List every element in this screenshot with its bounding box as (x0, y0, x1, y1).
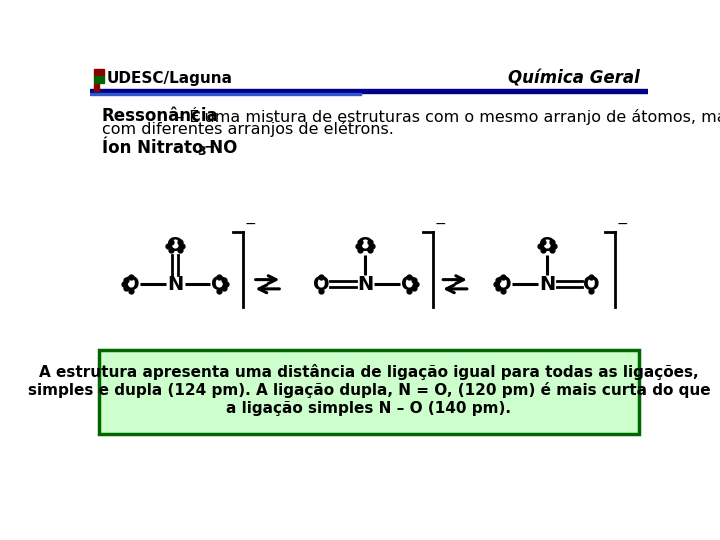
Text: N: N (167, 275, 184, 294)
Text: O: O (495, 275, 511, 294)
Text: – É uma mistura de estruturas com o mesmo arranjo de átomos, mas: – É uma mistura de estruturas com o mesm… (171, 107, 720, 125)
Text: O: O (357, 237, 374, 255)
Bar (90, 92, 361, 95)
Text: O: O (312, 275, 329, 294)
Text: a ligação simples N – O (140 pm).: a ligação simples N – O (140 pm). (227, 401, 511, 415)
Text: −: − (617, 217, 629, 231)
Text: −: − (245, 217, 256, 231)
Bar (94, 69, 104, 76)
Text: simples e dupla (124 pm). A ligação dupla, N = O, (120 pm) é mais curta do que: simples e dupla (124 pm). A ligação dupl… (27, 382, 711, 398)
Text: −: − (435, 217, 446, 231)
Text: UDESC/Laguna: UDESC/Laguna (107, 71, 233, 86)
Text: O: O (539, 237, 556, 255)
Text: O: O (167, 237, 184, 255)
Text: −: − (204, 139, 215, 153)
Text: O: O (123, 275, 140, 294)
Text: com diferentes arranjos de elétrons.: com diferentes arranjos de elétrons. (102, 121, 394, 137)
Text: O: O (401, 275, 418, 294)
FancyBboxPatch shape (99, 350, 639, 434)
Text: Ressonância: Ressonância (102, 107, 218, 125)
Text: N: N (539, 275, 555, 294)
Text: O: O (583, 275, 600, 294)
Bar (90, 90, 648, 92)
Bar (94, 84, 99, 91)
Text: 3: 3 (197, 145, 206, 158)
Text: N: N (357, 275, 373, 294)
Text: O: O (211, 275, 228, 294)
Text: Íon Nitrato NO: Íon Nitrato NO (102, 139, 237, 158)
Bar (94, 76, 104, 83)
Text: A estrutura apresenta uma distância de ligação igual para todas as ligações,: A estrutura apresenta uma distância de l… (39, 363, 699, 380)
Text: Química Geral: Química Geral (508, 70, 640, 87)
